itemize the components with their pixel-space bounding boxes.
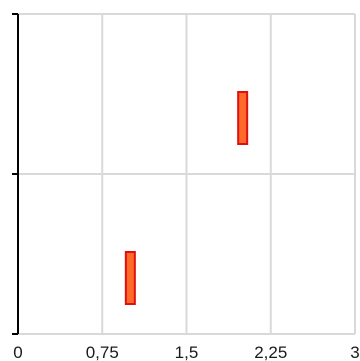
x-tick-label: 0: [13, 343, 22, 361]
data-point: [237, 91, 249, 145]
x-tick-labels: 0 0,75 1,5 2,25 3: [13, 343, 359, 361]
x-tick-label: 2,25: [254, 343, 287, 361]
x-tick-label: 1,5: [175, 343, 199, 361]
x-tick-label: 0,75: [86, 343, 119, 361]
data-points: [124, 91, 249, 305]
x-tick-label: 3: [350, 343, 359, 361]
data-point: [124, 251, 136, 305]
axes: [12, 13, 19, 335]
grid: [18, 13, 356, 335]
